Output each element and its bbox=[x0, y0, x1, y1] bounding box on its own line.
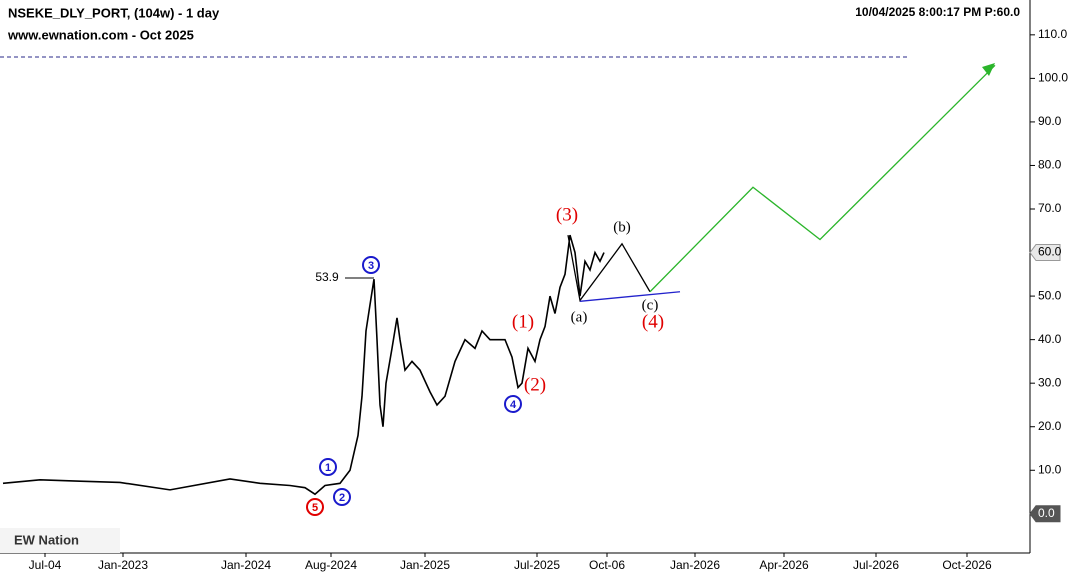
y-tick-label: 30.0 bbox=[1038, 375, 1062, 389]
wave-circle bbox=[319, 458, 337, 476]
x-tick-label: Jul-2025 bbox=[514, 558, 560, 572]
y-tick-label: 40.0 bbox=[1038, 332, 1062, 346]
wave-label: (a) bbox=[571, 309, 588, 325]
wave-label: (4) bbox=[642, 311, 664, 332]
chart-subtitle: www.ewnation.com - Oct 2025 bbox=[7, 27, 194, 42]
status-text: 10/04/2025 8:00:17 PM P:60.0 bbox=[855, 5, 1020, 19]
series-line bbox=[567, 235, 651, 303]
price-marker bbox=[1029, 505, 1061, 523]
logo: EW Nation bbox=[14, 532, 79, 547]
series-line bbox=[2, 234, 605, 496]
wave-label: (b) bbox=[613, 219, 631, 235]
wave-label: 4 bbox=[510, 399, 517, 411]
wave-circle bbox=[362, 256, 380, 274]
x-tick-label: Apr-2026 bbox=[759, 558, 809, 572]
y-tick-label: 50.0 bbox=[1038, 288, 1062, 302]
wave-circle bbox=[306, 498, 324, 516]
price-marker-label: 60.0 bbox=[1038, 245, 1062, 259]
x-tick-label: Jan-2024 bbox=[221, 558, 271, 572]
chart-title: NSEKE_DLY_PORT, (104w) - 1 day bbox=[8, 5, 220, 20]
wave-circle bbox=[333, 488, 351, 506]
x-tick-label: Aug-2024 bbox=[305, 558, 357, 572]
wave-label: 3 bbox=[368, 260, 374, 272]
x-tick-label: Jan-2025 bbox=[400, 558, 450, 572]
wave-circle bbox=[504, 395, 522, 413]
x-tick-label: Jul-04 bbox=[29, 558, 62, 572]
series-line bbox=[649, 64, 996, 293]
y-tick-label: 110.0 bbox=[1038, 27, 1067, 41]
x-tick-label: Jan-2023 bbox=[98, 558, 148, 572]
x-tick-label: Jan-2026 bbox=[670, 558, 720, 572]
x-tick-label: Oct-2026 bbox=[942, 558, 992, 572]
y-tick-label: 10.0 bbox=[1038, 462, 1062, 476]
wave-label: 1 bbox=[325, 462, 331, 474]
peak-label: 53.9 bbox=[315, 270, 339, 284]
wave-label: 2 bbox=[339, 492, 345, 504]
wave-label: 5 bbox=[312, 502, 318, 514]
y-tick-label: 80.0 bbox=[1038, 158, 1062, 172]
wave-label: (1) bbox=[512, 311, 534, 332]
series-line bbox=[579, 291, 681, 302]
y-tick-label: 70.0 bbox=[1038, 201, 1062, 215]
y-tick-label: 100.0 bbox=[1038, 71, 1068, 85]
price-marker bbox=[1029, 244, 1061, 262]
x-tick-label: Oct-06 bbox=[589, 558, 625, 572]
x-tick-label: Jul-2026 bbox=[853, 558, 899, 572]
price-marker-label: 0.0 bbox=[1038, 506, 1055, 520]
wave-label: (3) bbox=[556, 204, 578, 225]
y-tick-label: 20.0 bbox=[1038, 419, 1062, 433]
arrow-head bbox=[982, 63, 995, 76]
logo-box bbox=[0, 528, 120, 553]
wave-label: (c) bbox=[642, 297, 659, 313]
wave-label: (2) bbox=[524, 374, 546, 395]
y-tick-label: 90.0 bbox=[1038, 114, 1062, 128]
